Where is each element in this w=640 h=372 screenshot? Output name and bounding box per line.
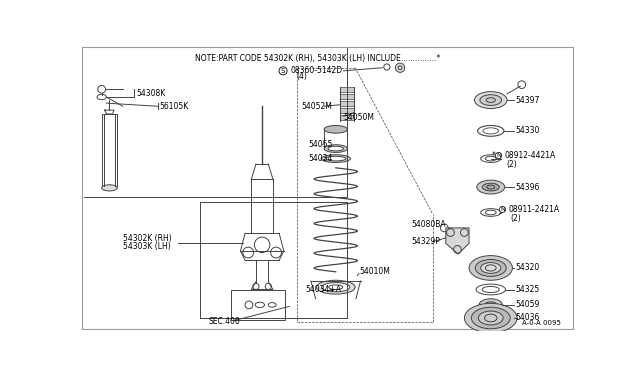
Text: N: N [496,153,501,158]
Ellipse shape [482,183,499,191]
Ellipse shape [472,307,510,329]
Bar [340,115,355,120]
Text: 54302K (RH): 54302K (RH) [123,234,172,243]
Ellipse shape [484,302,497,308]
Bar [340,101,355,106]
Text: NOTE:PART CODE 54302K (RH), 54303K (LH) INCLUDE...............*: NOTE:PART CODE 54302K (RH), 54303K (LH) … [195,54,440,63]
Bar [231,289,285,320]
Circle shape [396,63,404,73]
Ellipse shape [477,180,505,194]
Bar [252,179,273,233]
Polygon shape [446,228,469,254]
Ellipse shape [328,146,344,151]
Text: S: S [281,68,285,74]
Text: 08912-4421A: 08912-4421A [505,151,556,160]
Bar [102,114,117,187]
Bar [340,108,355,113]
Text: (2): (2) [506,160,517,169]
Text: 08360-5142D: 08360-5142D [291,66,343,75]
Text: 54036: 54036 [516,314,540,323]
Text: 56105K: 56105K [160,102,189,111]
Ellipse shape [465,303,517,333]
Text: 54325: 54325 [516,285,540,294]
Text: SEC.400: SEC.400 [209,317,241,326]
Text: *: * [492,151,495,160]
Text: 54052M: 54052M [301,102,332,111]
Text: 54050M: 54050M [344,113,374,122]
Ellipse shape [326,156,346,161]
Text: 54396: 54396 [516,183,540,192]
Ellipse shape [469,256,513,280]
Bar [340,87,355,92]
Text: 54080BA: 54080BA [412,220,446,229]
Text: 54010M: 54010M [359,267,390,276]
Text: 54397: 54397 [516,96,540,105]
Ellipse shape [478,311,503,325]
Ellipse shape [476,260,506,276]
Ellipse shape [481,263,501,273]
Ellipse shape [324,125,348,133]
Text: A-0-A 0095: A-0-A 0095 [522,320,561,326]
Text: 54329P: 54329P [412,237,440,246]
Text: 54034: 54034 [308,154,333,163]
Ellipse shape [474,92,507,109]
Text: 54320: 54320 [516,263,540,272]
Text: 54308K: 54308K [136,89,166,97]
Text: 54059: 54059 [516,301,540,310]
Bar [340,94,355,99]
Text: 54330: 54330 [516,126,540,135]
Text: 08911-2421A: 08911-2421A [509,205,560,214]
Text: N: N [500,207,505,212]
Text: 54055: 54055 [308,140,333,149]
Text: 54303K (LH): 54303K (LH) [123,242,170,251]
Ellipse shape [324,145,348,153]
Ellipse shape [479,299,502,311]
Text: (4): (4) [296,73,307,81]
Ellipse shape [102,185,117,191]
Text: (2): (2) [510,214,521,223]
Ellipse shape [480,95,502,106]
Text: 54034+A: 54034+A [305,285,342,294]
Ellipse shape [316,280,355,294]
Ellipse shape [322,283,349,292]
Ellipse shape [321,155,351,163]
